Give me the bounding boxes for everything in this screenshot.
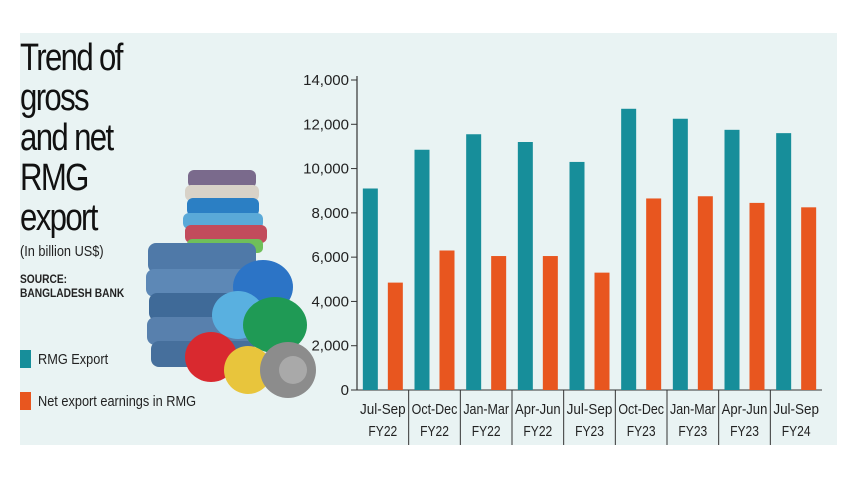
bar-rmg-export (621, 108, 637, 391)
bar-net-export (594, 272, 610, 390)
bar-net-export (542, 256, 558, 390)
category-label: FY22 (368, 423, 397, 440)
bars (362, 108, 817, 391)
axes: 14,000 12,000 10,000 8,000 6,000 4,000 2,000 0 (303, 72, 822, 399)
bar-net-export (697, 196, 713, 390)
title-line: Trend of gross (20, 37, 123, 119)
clothes-stack-illustration (146, 170, 316, 398)
legend-item-rmg-export: RMG Export (20, 350, 121, 368)
y-tick-label: 14,000 (303, 72, 349, 89)
y-tick-label: 8,000 (311, 205, 349, 222)
y-tick-label: 10,000 (303, 161, 349, 178)
title-line: export (20, 197, 98, 239)
bar-rmg-export (724, 129, 740, 391)
bar-rmg-export (517, 142, 533, 390)
category-label: Jul-Sep (773, 401, 819, 418)
category-label: Oct-Dec (412, 401, 458, 418)
bar-net-export (387, 282, 403, 390)
bar-rmg-export (672, 118, 688, 390)
bar-net-export (491, 256, 507, 390)
source-name: BANGLADESH BANK (20, 286, 125, 300)
category-label: FY22 (420, 423, 449, 440)
title-line: and net RMG (20, 117, 114, 199)
y-tick-label: 6,000 (311, 249, 349, 266)
legend-item-net-export: Net export earnings in RMG (20, 392, 224, 410)
category-label: Jan-Mar (670, 401, 716, 418)
y-tick-label: 2,000 (311, 338, 349, 355)
bar-rmg-export (414, 149, 430, 390)
legend-swatch (20, 392, 31, 410)
category-label: Apr-Jun (515, 401, 561, 418)
category-label: FY22 (523, 423, 552, 440)
y-tick-label: 0 (341, 382, 349, 399)
category-label: FY24 (782, 423, 811, 440)
bar-rmg-export (569, 161, 585, 390)
category-label: Oct-Dec (618, 401, 664, 418)
legend-label: RMG Export (38, 350, 109, 368)
bar-rmg-export (362, 188, 378, 390)
category-label: FY23 (678, 423, 707, 440)
category-label: FY23 (730, 423, 759, 440)
category-label: Apr-Jun (722, 401, 768, 418)
legend-swatch (20, 350, 31, 368)
bar-net-export (749, 202, 765, 390)
bar-rmg-export (776, 133, 792, 390)
bar-net-export (439, 250, 455, 390)
bar-net-export (801, 207, 817, 390)
category-label: FY23 (627, 423, 656, 440)
y-tick-label: 12,000 (303, 116, 349, 133)
bar-net-export (646, 198, 662, 390)
category-label: Jul-Sep (567, 401, 613, 418)
category-label: FY23 (575, 423, 604, 440)
y-tick-label: 4,000 (311, 293, 349, 310)
category-label: Jul-Sep (360, 401, 406, 418)
unit-label: (In billion US$) (20, 243, 104, 260)
category-label: FY22 (472, 423, 501, 440)
source-label: SOURCE: (20, 272, 68, 286)
legend-label: Net export earnings in RMG (38, 392, 197, 410)
bar-rmg-export (466, 134, 482, 390)
labels: Jul-Sep FY22 Oct-Dec FY22 Jan-Mar FY22 Apr-Jun… (360, 390, 819, 445)
category-label: Jan-Mar (463, 401, 509, 418)
source-note: SOURCE: BANGLADESH BANK (20, 272, 124, 300)
chart-title: Trend of gross and net RMG export (20, 38, 159, 238)
